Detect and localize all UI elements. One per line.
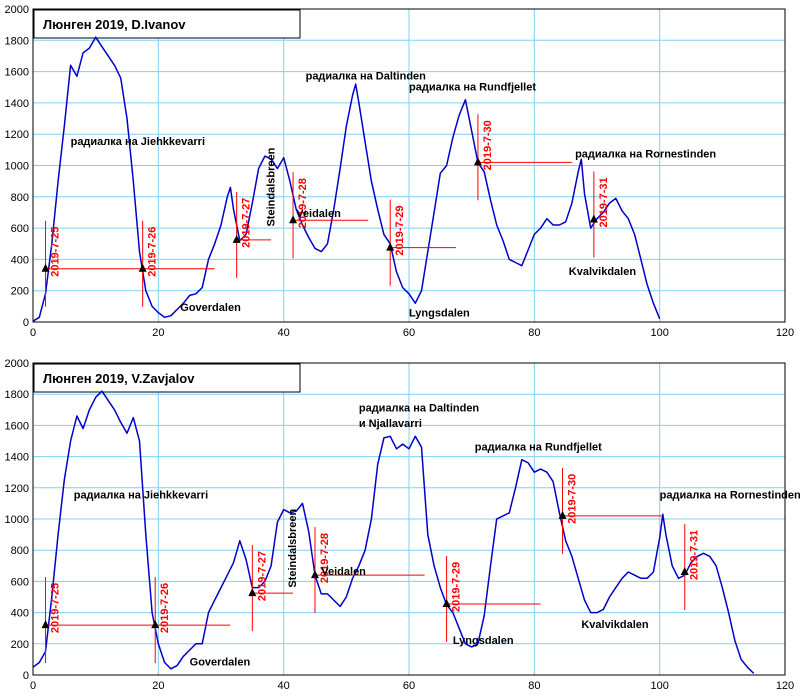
y-tick-label: 1800 — [5, 389, 29, 401]
camp-marker-icon — [589, 214, 598, 223]
y-tick-label: 800 — [11, 192, 29, 204]
annotation-label: радиалка на Daltinden — [359, 402, 480, 414]
annotation-label: радиалка на Daltinden — [306, 70, 427, 82]
chart-title: Люнген 2019, V.Zavjalov — [43, 371, 195, 386]
annotation-label: радиалка на Rundfjellet — [409, 81, 536, 93]
camp-marker-icon — [41, 620, 50, 629]
day-marker-label: 2019-7-30 — [567, 474, 579, 524]
y-tick-label: 1000 — [5, 514, 29, 526]
y-tick-label: 1000 — [5, 161, 29, 173]
camp-marker-icon — [680, 567, 689, 576]
plot-frame — [32, 362, 786, 676]
plot-frame — [32, 8, 786, 323]
y-tick-label: 1400 — [5, 452, 29, 464]
camp-marker-icon — [151, 620, 160, 629]
day-marker-label: 2019-7-25 — [50, 583, 62, 633]
day-marker-label: 2019-7-28 — [297, 178, 309, 228]
day-marker-label: 2019-7-28 — [319, 533, 331, 583]
annotation-label: радиалка на Rornestinden — [575, 149, 716, 161]
camp-marker-icon — [248, 588, 257, 597]
glacier-label: Steindalsbreen — [287, 509, 299, 588]
y-tick-label: 1400 — [5, 98, 29, 110]
x-tick-label: 0 — [30, 327, 36, 339]
x-tick-label: 0 — [30, 680, 36, 692]
y-tick-label: 200 — [11, 286, 29, 298]
y-tick-label: 2000 — [5, 358, 29, 370]
annotation-label: радиалка на Rundfjellet — [475, 441, 602, 453]
annotation-label: Lyngsdalen — [453, 635, 514, 647]
y-tick-label: 1800 — [5, 35, 29, 47]
y-tick-label: 1600 — [5, 67, 29, 79]
y-tick-label: 1200 — [5, 483, 29, 495]
y-tick-label: 1600 — [5, 420, 29, 432]
camp-marker-icon — [138, 263, 147, 272]
y-tick-label: 400 — [11, 608, 29, 620]
annotation-label: радиалка на Jiehkkevarri — [74, 490, 208, 502]
y-tick-label: 0 — [23, 317, 29, 329]
camp-marker-icon — [289, 215, 298, 224]
y-tick-label: 2000 — [5, 4, 29, 16]
camp-marker-icon — [311, 570, 319, 579]
annotation-label: Kvalvikdalen — [569, 266, 637, 278]
x-tick-label: 40 — [278, 680, 290, 692]
y-tick-label: 800 — [11, 545, 29, 557]
annotation-label: Veidalen — [296, 208, 341, 220]
title-frame — [33, 363, 301, 393]
day-marker-label: 2019-7-31 — [598, 177, 610, 227]
day-marker-label: 2019-7-27 — [241, 198, 253, 248]
day-marker-label: 2019-7-26 — [159, 583, 171, 633]
annotation-label: и Njallavarri — [359, 418, 422, 430]
x-tick-label: 20 — [152, 327, 164, 339]
annotation-label: радиалка на Rornestinden — [660, 490, 800, 502]
camp-marker-icon — [442, 599, 451, 608]
y-tick-label: 1200 — [5, 129, 29, 141]
chart-panel-2: 0 200 400 600 800 1000 1200 1400 1600 1800 2000 0 20… — [5, 358, 800, 692]
annotation-label: Goverdalen — [180, 302, 241, 314]
y-tick-label: 600 — [11, 223, 29, 235]
chart-title: Люнген 2019, D.Ivanov — [43, 17, 186, 32]
day-marker-label: 2019-7-26 — [147, 227, 159, 277]
annotation-label: Kvalvikdalen — [581, 619, 649, 631]
camp-marker-icon — [41, 263, 50, 272]
y-tick-label: 0 — [23, 670, 29, 682]
x-tick-label: 120 — [776, 680, 794, 692]
camp-marker-icon — [232, 234, 241, 243]
annotation-label: радиалка на Jiehkkevarri — [71, 136, 205, 148]
y-tick-label: 400 — [11, 254, 29, 266]
day-marker-label: 2019-7-27 — [256, 551, 268, 601]
x-tick-label: 100 — [650, 680, 668, 692]
annotation-label: Veidalen — [321, 566, 366, 578]
x-tick-label: 80 — [528, 327, 540, 339]
glacier-label: Steindalsbreen — [265, 147, 277, 226]
chart-panel-1: 0 200 400 600 800 1000 1200 1400 1600 1800 2000 0 20… — [5, 4, 795, 339]
camp-marker-icon — [558, 510, 567, 519]
day-marker-label: 2019-7-29 — [451, 562, 463, 612]
x-tick-label: 80 — [528, 680, 540, 692]
x-tick-label: 40 — [278, 327, 290, 339]
y-tick-label: 600 — [11, 576, 29, 588]
chart-title-box: Люнген 2019, V.Zavjalov — [33, 363, 301, 393]
annotation-label: Goverdalen — [190, 657, 251, 669]
annotation-label: Lyngsdalen — [409, 308, 470, 320]
camp-marker-icon — [473, 157, 482, 166]
title-frame — [33, 9, 301, 39]
x-tick-label: 60 — [403, 327, 415, 339]
x-tick-label: 60 — [403, 680, 415, 692]
x-tick-label: 120 — [776, 327, 794, 339]
chart-title-box: Люнген 2019, D.Ivanov — [33, 9, 301, 39]
camp-marker-icon — [386, 242, 395, 251]
elevation-line — [32, 36, 661, 322]
day-marker-label: 2019-7-29 — [394, 206, 406, 256]
x-tick-label: 100 — [650, 327, 668, 339]
x-tick-label: 20 — [152, 680, 164, 692]
day-marker-label: 2019-7-30 — [482, 120, 494, 170]
day-marker-label: 2019-7-25 — [50, 227, 62, 277]
day-marker-label: 2019-7-31 — [689, 530, 701, 580]
y-tick-label: 200 — [11, 639, 29, 651]
